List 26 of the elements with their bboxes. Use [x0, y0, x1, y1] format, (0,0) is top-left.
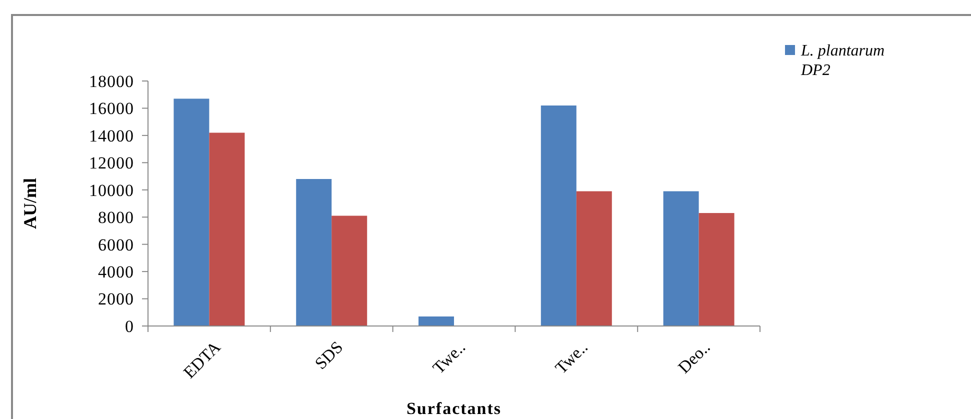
x-tick-label: Twe..: [551, 338, 592, 378]
x-axis-title: Surfactants: [406, 399, 502, 418]
bar: [174, 98, 210, 326]
y-axis-title: AU/ml: [20, 178, 40, 229]
bar: [209, 132, 245, 326]
x-tick-label: Deo..: [674, 338, 714, 378]
y-tick-label: 8000: [98, 208, 134, 228]
y-tick-label: 10000: [89, 180, 134, 200]
legend-label: L. plantarum DP2: [800, 42, 885, 79]
bar: [540, 106, 576, 326]
y-tick-label: 0: [125, 316, 134, 336]
bar: [698, 213, 734, 326]
y-tick-label: 2000: [98, 290, 134, 309]
bar: [576, 191, 612, 326]
y-tick-label: 12000: [89, 154, 134, 173]
bar: [332, 216, 368, 326]
x-tick-label: Twe..: [429, 338, 470, 378]
y-tick-label: 14000: [89, 126, 134, 146]
bar: [418, 316, 454, 326]
bar: [663, 191, 699, 326]
y-tick-label: 18000: [89, 72, 134, 91]
bar: [296, 179, 332, 326]
y-tick-label: 4000: [98, 262, 134, 282]
x-tick-label: SDS: [311, 338, 347, 374]
y-tick-label: 6000: [98, 235, 134, 254]
y-tick-label: 16000: [89, 99, 134, 118]
